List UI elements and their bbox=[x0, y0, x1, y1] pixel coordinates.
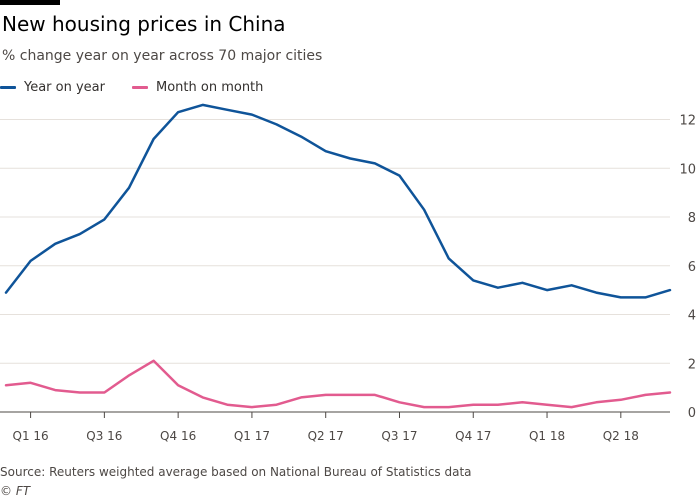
chart-title: New housing prices in China bbox=[2, 12, 286, 36]
legend-swatch-year-on-year bbox=[0, 86, 16, 89]
y-tick-label-10: 10 bbox=[679, 162, 696, 177]
source-note: Source: Reuters weighted average based o… bbox=[0, 465, 472, 479]
series-line-month-on-month bbox=[4, 359, 672, 409]
x-tick-label-7: Q1 18 bbox=[529, 429, 565, 443]
legend-swatch-month-on-month bbox=[132, 86, 148, 89]
y-tick-label-12: 12 bbox=[679, 114, 696, 129]
y-tick-label-8: 8 bbox=[688, 211, 696, 226]
credit: © FT bbox=[0, 484, 31, 498]
x-tick-label-0: Q1 16 bbox=[13, 429, 49, 443]
series-line-year-on-year bbox=[4, 103, 672, 299]
y-tick-label-4: 4 bbox=[688, 309, 696, 324]
line-chart: 0 2 4 6 8 10 12 Q1 16 Q3 16 Q4 16 Q1 17 Q2 17 Q3 17 Q… bbox=[0, 103, 696, 443]
x-tick-label-2: Q4 16 bbox=[160, 429, 196, 443]
x-tick-label-4: Q2 17 bbox=[308, 429, 344, 443]
legend-item-year-on-year: Year on year bbox=[0, 80, 105, 95]
brand-bar bbox=[0, 0, 60, 5]
legend-label-year-on-year: Year on year bbox=[24, 80, 105, 95]
chart-subtitle: % change year on year across 70 major ci… bbox=[2, 48, 323, 64]
legend-item-month-on-month: Month on month bbox=[132, 80, 263, 95]
x-tick-label-1: Q3 16 bbox=[86, 429, 122, 443]
x-tick-label-3: Q1 17 bbox=[234, 429, 270, 443]
x-tick-label-6: Q4 17 bbox=[455, 429, 491, 443]
legend-label-month-on-month: Month on month bbox=[156, 80, 264, 95]
y-tick-label-2: 2 bbox=[688, 357, 696, 372]
x-tick-label-8: Q2 18 bbox=[603, 429, 639, 443]
y-tick-label-0: 0 bbox=[688, 406, 696, 421]
y-tick-label-6: 6 bbox=[688, 260, 696, 275]
x-tick-label-5: Q3 17 bbox=[381, 429, 417, 443]
